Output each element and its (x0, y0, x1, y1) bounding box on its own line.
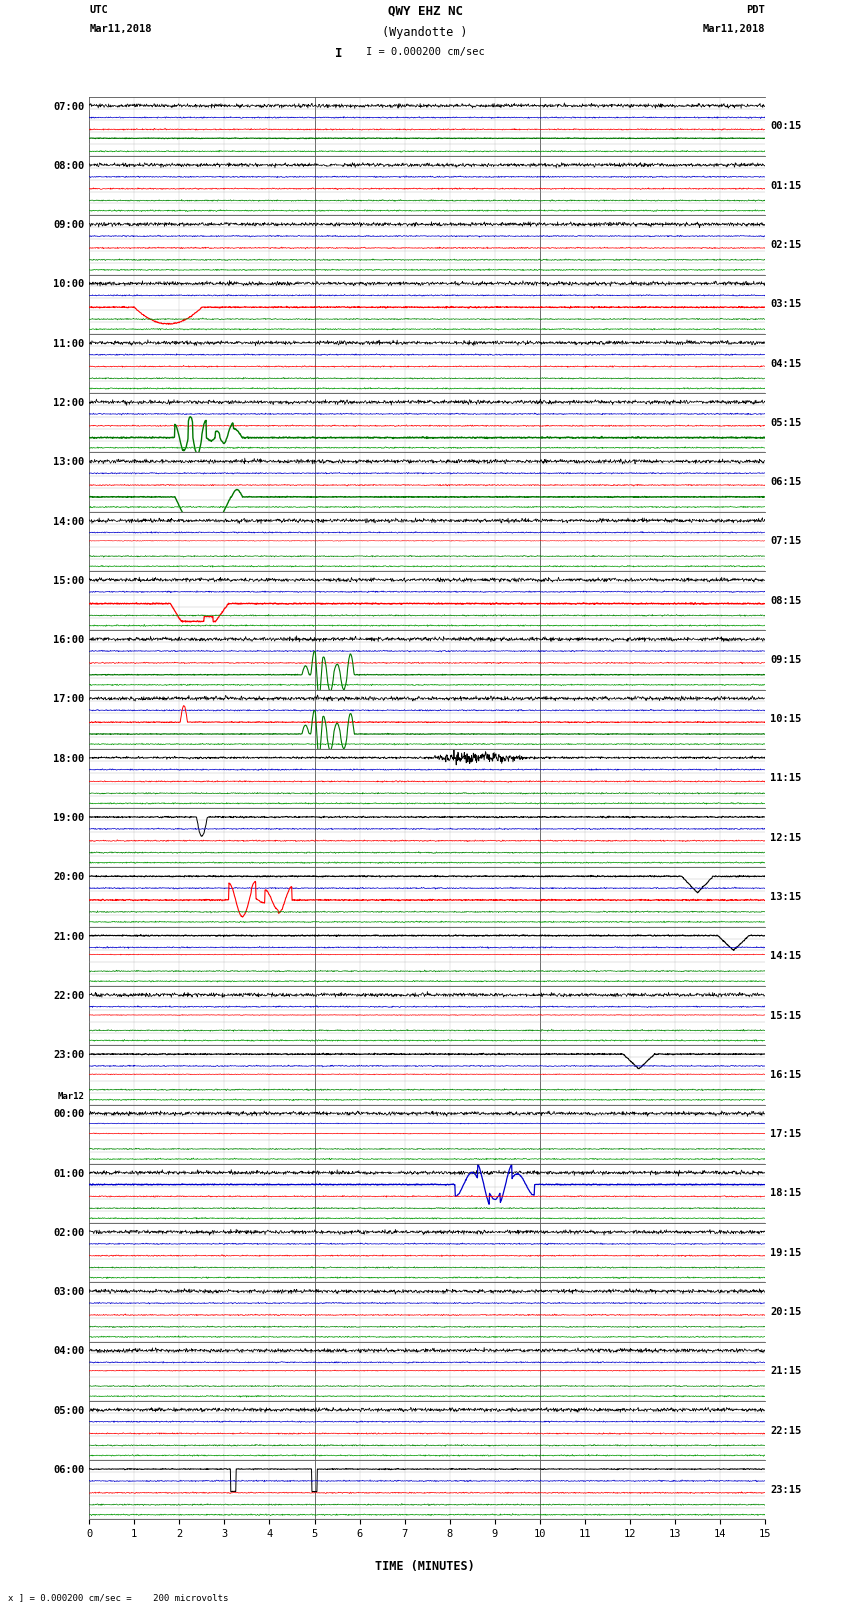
Text: 19:00: 19:00 (53, 813, 84, 823)
Text: Mar11,2018: Mar11,2018 (89, 24, 152, 34)
Text: 12:00: 12:00 (53, 398, 84, 408)
Text: 21:15: 21:15 (770, 1366, 802, 1376)
Text: 16:00: 16:00 (53, 636, 84, 645)
Text: 22:15: 22:15 (770, 1426, 802, 1436)
Text: 07:00: 07:00 (53, 102, 84, 111)
Text: 00:15: 00:15 (770, 121, 802, 131)
Text: I = 0.000200 cm/sec: I = 0.000200 cm/sec (366, 47, 484, 56)
Text: 13:00: 13:00 (53, 458, 84, 468)
Text: 05:00: 05:00 (53, 1407, 84, 1416)
Text: 04:15: 04:15 (770, 358, 802, 368)
Text: x ] = 0.000200 cm/sec =    200 microvolts: x ] = 0.000200 cm/sec = 200 microvolts (8, 1592, 229, 1602)
Text: 05:15: 05:15 (770, 418, 802, 427)
Text: 11:15: 11:15 (770, 774, 802, 784)
Text: 23:00: 23:00 (53, 1050, 84, 1060)
Text: 08:00: 08:00 (53, 161, 84, 171)
Text: 20:00: 20:00 (53, 873, 84, 882)
Text: 07:15: 07:15 (770, 537, 802, 547)
Text: 17:00: 17:00 (53, 694, 84, 705)
Text: 18:15: 18:15 (770, 1189, 802, 1198)
Text: Mar11,2018: Mar11,2018 (702, 24, 765, 34)
Text: 01:00: 01:00 (53, 1168, 84, 1179)
Text: 21:00: 21:00 (53, 932, 84, 942)
Text: 17:15: 17:15 (770, 1129, 802, 1139)
Text: 23:15: 23:15 (770, 1486, 802, 1495)
Text: 20:15: 20:15 (770, 1307, 802, 1316)
Text: 04:00: 04:00 (53, 1347, 84, 1357)
Text: Mar12: Mar12 (57, 1092, 84, 1100)
Text: 22:00: 22:00 (53, 990, 84, 1000)
Text: 13:15: 13:15 (770, 892, 802, 902)
Text: 03:15: 03:15 (770, 300, 802, 310)
Text: 15:15: 15:15 (770, 1011, 802, 1021)
Text: 08:15: 08:15 (770, 595, 802, 605)
Text: 00:00: 00:00 (53, 1110, 84, 1119)
Text: 03:00: 03:00 (53, 1287, 84, 1297)
Text: 06:15: 06:15 (770, 477, 802, 487)
Text: 14:00: 14:00 (53, 516, 84, 526)
Text: 15:00: 15:00 (53, 576, 84, 586)
Text: 19:15: 19:15 (770, 1248, 802, 1258)
Text: 18:00: 18:00 (53, 753, 84, 763)
Text: UTC: UTC (89, 5, 108, 15)
Text: 09:00: 09:00 (53, 221, 84, 231)
Text: 12:15: 12:15 (770, 832, 802, 842)
Text: I: I (335, 47, 342, 60)
Text: 14:15: 14:15 (770, 952, 802, 961)
Text: QWY EHZ NC: QWY EHZ NC (388, 5, 462, 18)
Text: 11:00: 11:00 (53, 339, 84, 348)
Text: (Wyandotte ): (Wyandotte ) (382, 26, 468, 39)
Text: 10:15: 10:15 (770, 715, 802, 724)
Text: 02:15: 02:15 (770, 240, 802, 250)
Text: 10:00: 10:00 (53, 279, 84, 289)
Text: 02:00: 02:00 (53, 1227, 84, 1237)
Text: TIME (MINUTES): TIME (MINUTES) (375, 1560, 475, 1573)
Text: 06:00: 06:00 (53, 1465, 84, 1474)
Text: 01:15: 01:15 (770, 181, 802, 190)
Text: PDT: PDT (746, 5, 765, 15)
Text: 16:15: 16:15 (770, 1069, 802, 1079)
Text: 09:15: 09:15 (770, 655, 802, 665)
